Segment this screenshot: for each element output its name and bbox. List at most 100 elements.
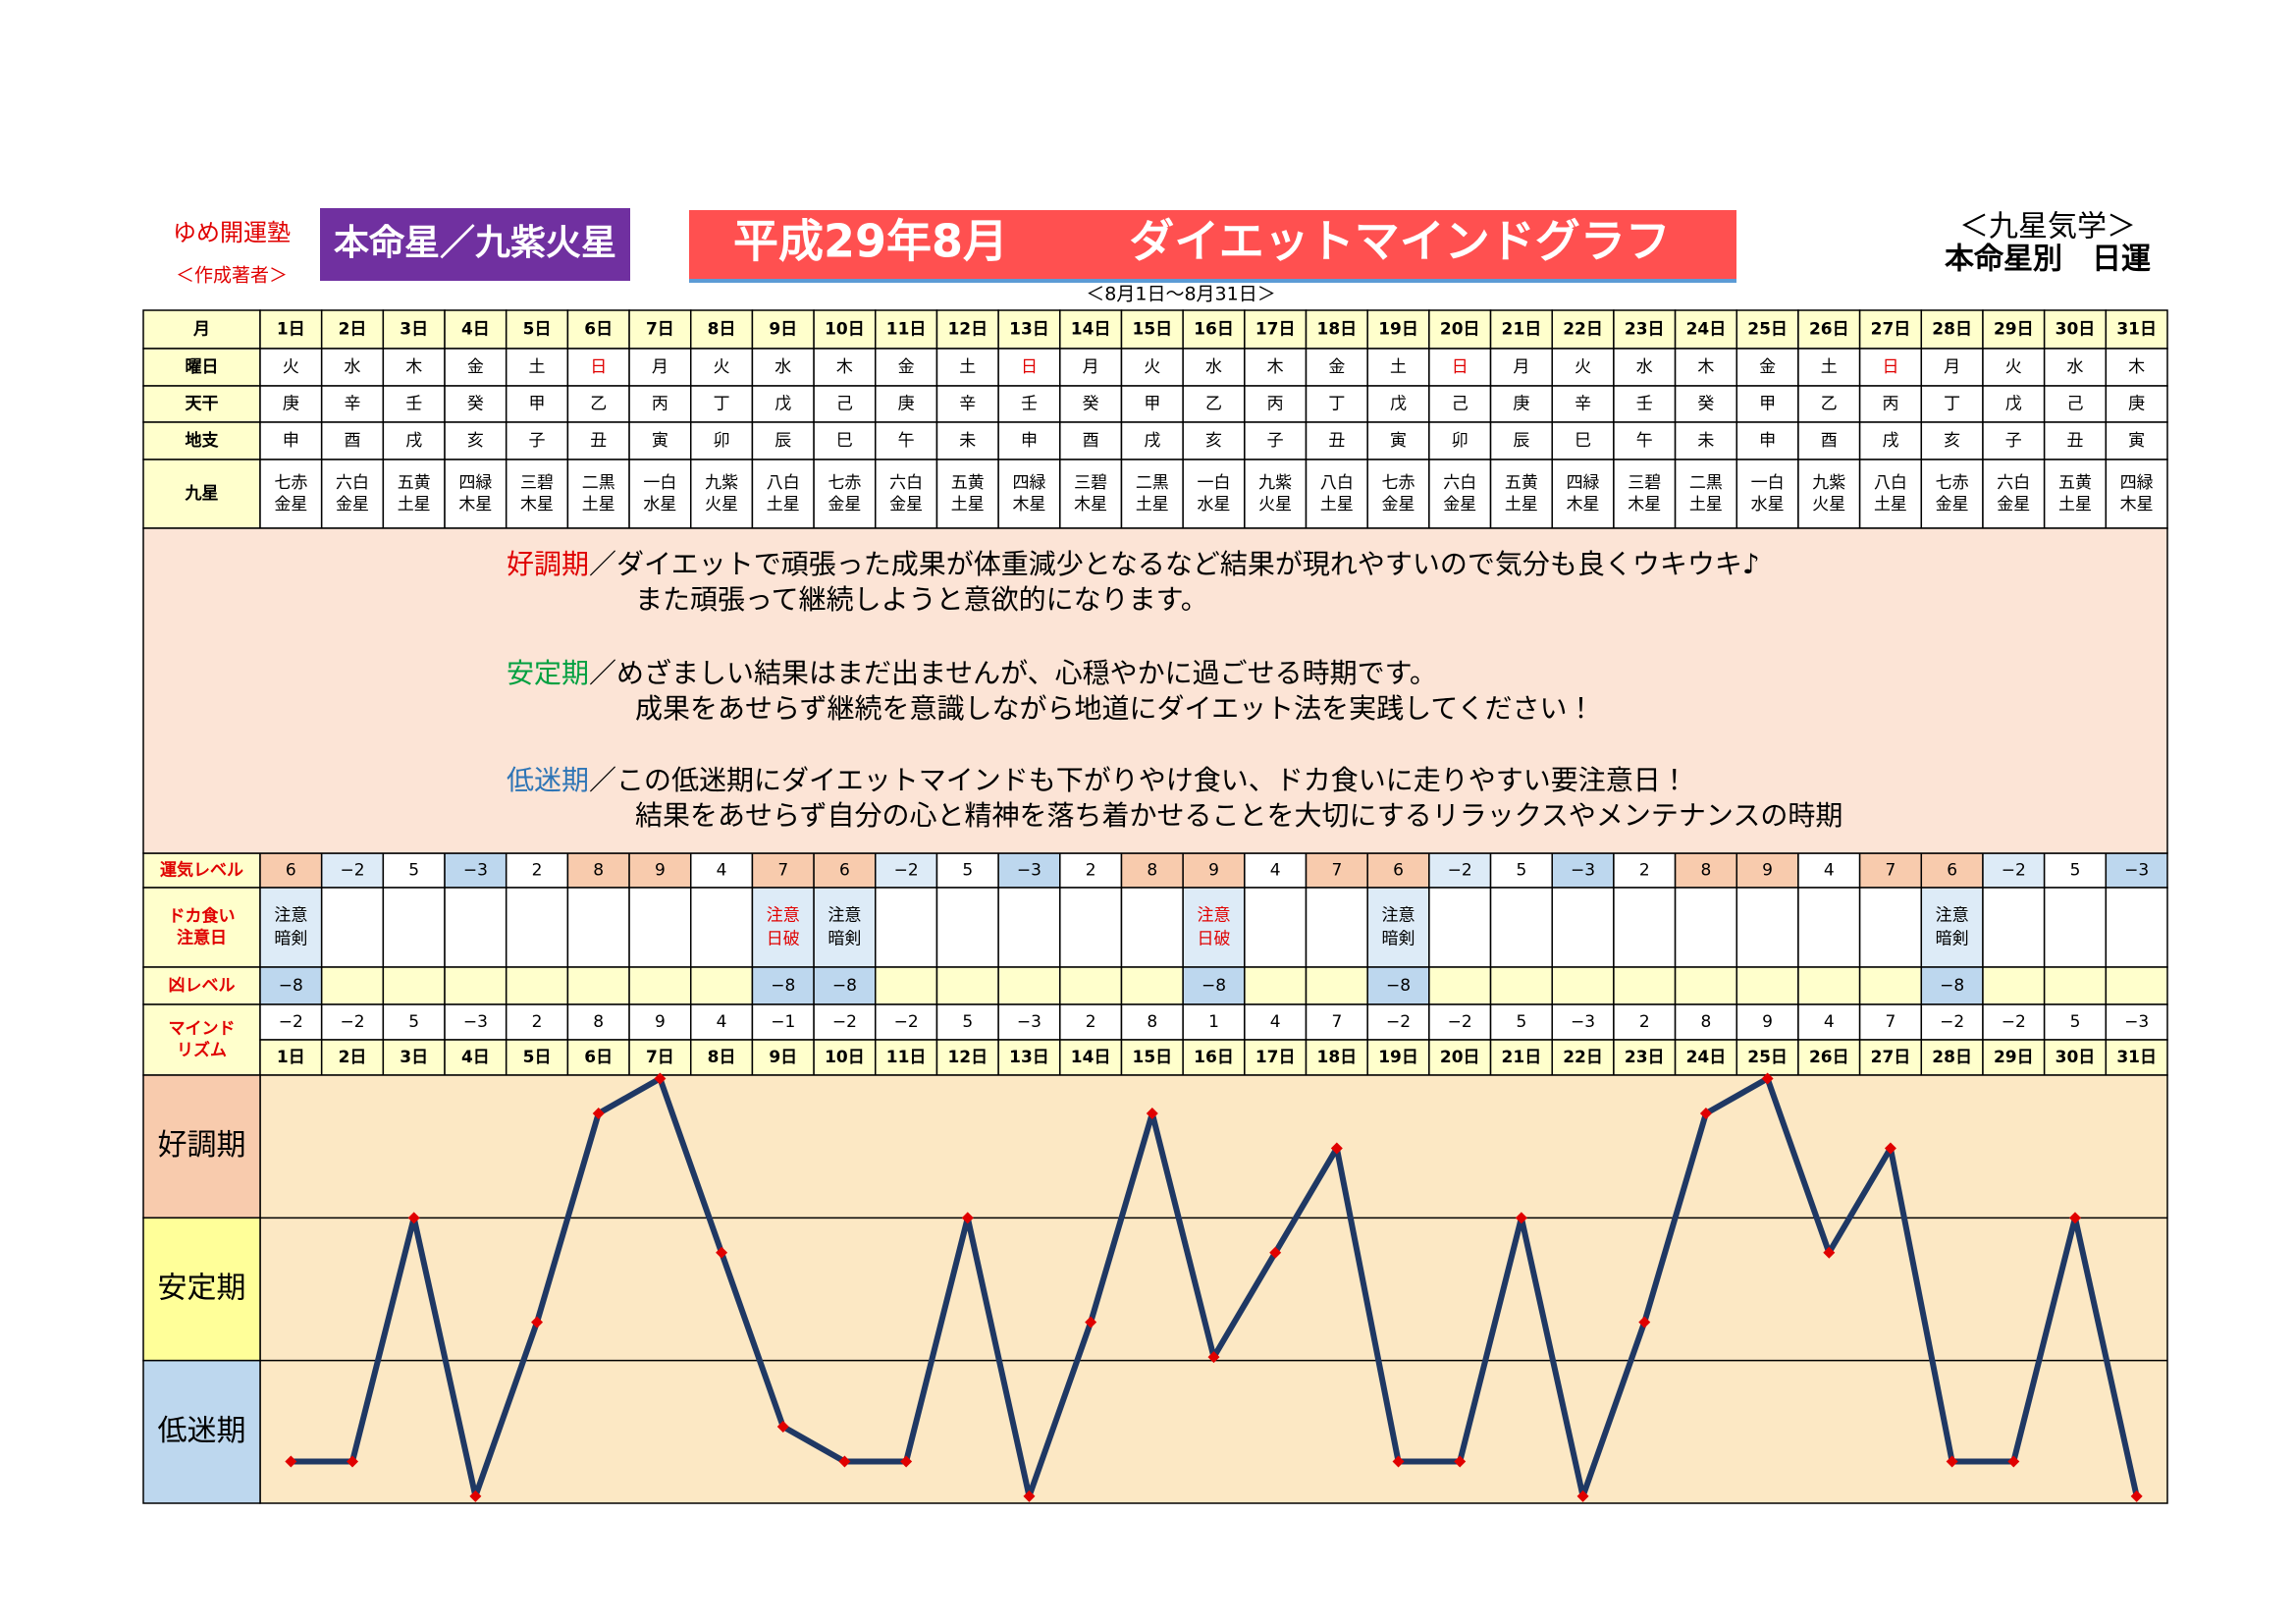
luck-level: 6 (1947, 861, 1957, 881)
mind-marker (2130, 1489, 2143, 1502)
luck-level: −2 (2002, 861, 2026, 881)
binge-note: 暗剣 (1382, 930, 1415, 949)
cell (320, 385, 385, 423)
cell (566, 459, 630, 529)
day-label: 8日 (708, 1048, 736, 1067)
kyusei: 八白 (767, 473, 800, 493)
mind-marker (407, 1212, 420, 1224)
kyusei: 土星 (1505, 495, 1538, 514)
mind-rhythm: −2 (894, 1012, 919, 1032)
cell (1982, 459, 2046, 529)
chishi: 卯 (1452, 431, 1468, 451)
tenkan: 丁 (714, 395, 730, 414)
chishi: 酉 (1083, 431, 1099, 451)
day-label: 18日 (1317, 1048, 1358, 1067)
day-label: 9日 (769, 1048, 797, 1067)
cell (320, 887, 385, 968)
cell (444, 421, 507, 460)
cell (1551, 421, 1615, 460)
mind-rhythm: 5 (962, 1012, 973, 1032)
luck-level: −3 (2124, 861, 2149, 881)
band-label: 低迷期 (158, 1414, 246, 1448)
mind-marker (1454, 1455, 1467, 1468)
luck-level: −2 (1448, 861, 1472, 881)
day-label: 5日 (523, 1048, 552, 1067)
kyusei: 五黄 (398, 473, 431, 493)
cell (444, 852, 507, 889)
cell (2043, 385, 2108, 423)
chishi: 未 (959, 431, 976, 451)
cell (566, 348, 630, 387)
cell (997, 421, 1061, 460)
chishi: 戌 (1144, 431, 1160, 451)
kyusei: 二黒 (1689, 473, 1723, 493)
kyusei: 木星 (1567, 495, 1600, 514)
day-label: 25日 (1747, 1048, 1788, 1067)
luck-level: 6 (1393, 861, 1404, 881)
row-label-cell (142, 887, 261, 968)
cell (1120, 852, 1184, 889)
weekday: 日 (1882, 357, 1898, 377)
cell (1797, 966, 1861, 1005)
cell (1613, 385, 1677, 423)
day-label: 10日 (825, 1048, 865, 1067)
day-label: 10日 (825, 320, 865, 340)
day-label: 16日 (1194, 1048, 1234, 1067)
cell (1489, 1039, 1553, 1076)
cell (2105, 887, 2168, 968)
cell (1735, 348, 1799, 387)
weekday: 日 (590, 357, 607, 377)
cell (813, 385, 877, 423)
cell (1120, 421, 1184, 460)
cell (2043, 887, 2108, 968)
luck-level: 4 (717, 861, 727, 881)
cell (2043, 1039, 2108, 1076)
cell (1305, 1003, 1368, 1041)
day-label: 28日 (1932, 1048, 1972, 1067)
cell (935, 421, 999, 460)
kyusei: 三碧 (1628, 473, 1661, 493)
mind-marker (1638, 1316, 1651, 1328)
tenkan: 丁 (1944, 395, 1960, 414)
kyusei: 金星 (1443, 495, 1476, 514)
mind-rhythm: 7 (1331, 1012, 1342, 1032)
cell (997, 309, 1061, 350)
chishi: 子 (2005, 431, 2022, 451)
tenkan: 丙 (1267, 395, 1284, 414)
cell (382, 966, 446, 1005)
cell (1489, 887, 1553, 968)
cell (2105, 421, 2168, 460)
binge-note: 日破 (767, 930, 800, 949)
mind-rhythm: −2 (2002, 1012, 2026, 1032)
luck-level: 5 (2070, 861, 2081, 881)
cell (935, 1003, 999, 1041)
cell (751, 887, 815, 968)
cell (1305, 348, 1368, 387)
mind-marker (776, 1421, 789, 1434)
luck-level: 7 (777, 861, 788, 881)
honmei-box (320, 208, 630, 281)
day-label: 29日 (1994, 1048, 2034, 1067)
cell (1428, 966, 1492, 1005)
kyusei: 六白 (336, 473, 369, 493)
cell (1305, 459, 1368, 529)
cell (935, 887, 999, 968)
cell (259, 421, 323, 460)
cell (2105, 459, 2168, 529)
kyusei: 木星 (2120, 495, 2154, 514)
kyusei: 七赤 (1382, 473, 1415, 493)
kyusei: 金星 (889, 495, 923, 514)
cell (875, 852, 938, 889)
cell (1735, 459, 1799, 529)
band-label-cell (142, 1217, 261, 1362)
day-label: 26日 (1809, 320, 1849, 340)
mind-marker (716, 1246, 728, 1259)
cell (2043, 966, 2108, 1005)
band-label: 好調期 (158, 1128, 246, 1163)
cell (259, 459, 323, 529)
mind-rhythm: −2 (1386, 1012, 1411, 1032)
day-label: 12日 (947, 1048, 988, 1067)
cell (1059, 852, 1123, 889)
day-label: 1日 (277, 1048, 305, 1067)
